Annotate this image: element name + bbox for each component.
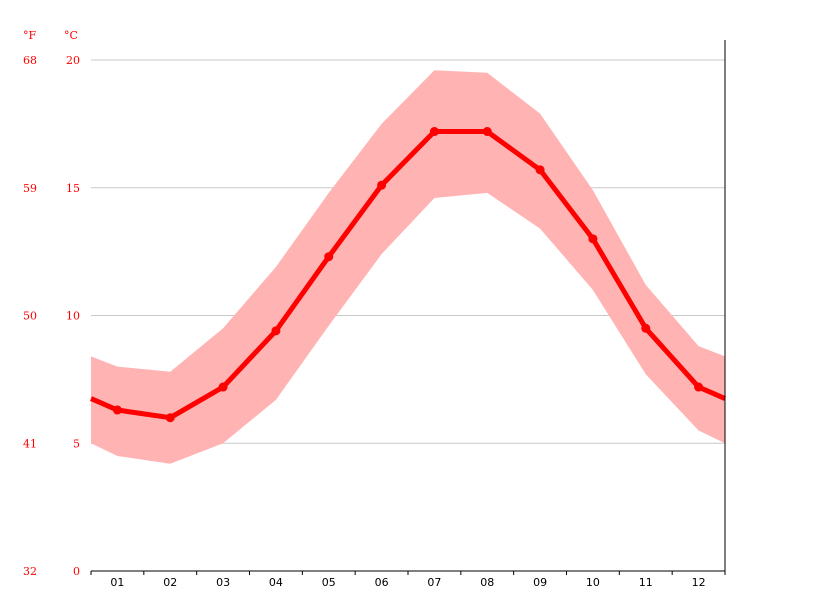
series bbox=[90, 127, 726, 423]
ytick-c-label: 10 bbox=[66, 310, 80, 323]
average-temperature-line bbox=[90, 129, 726, 421]
tick-labels: 0 32 5 41 10 50 15 59 20 68 01 02 03 04 05 06 07 08 09 10 11… bbox=[23, 54, 706, 589]
ytick-f-label: 68 bbox=[23, 54, 37, 67]
ytick-f-label: 50 bbox=[23, 310, 37, 323]
xtick-label: 12 bbox=[692, 576, 706, 589]
temperature-range-area bbox=[91, 70, 725, 464]
ytick-f-label: 59 bbox=[23, 182, 37, 195]
data-point bbox=[694, 382, 704, 392]
xtick-label: 06 bbox=[375, 576, 389, 589]
ytick-f-label: 32 bbox=[23, 565, 37, 578]
xtick-label: 08 bbox=[480, 576, 494, 589]
data-point bbox=[588, 234, 598, 244]
data-point bbox=[112, 405, 122, 415]
range-band bbox=[91, 70, 725, 464]
xtick-label: 10 bbox=[586, 576, 600, 589]
axes bbox=[90, 40, 726, 575]
ytick-c-label: 5 bbox=[73, 437, 80, 450]
xtick-label: 05 bbox=[322, 576, 336, 589]
data-point bbox=[218, 382, 228, 392]
data-point bbox=[377, 180, 387, 190]
data-point bbox=[641, 323, 651, 333]
ytick-f-label: 41 bbox=[23, 437, 37, 450]
unit-celsius: °C bbox=[64, 29, 78, 42]
data-point bbox=[429, 127, 439, 137]
ytick-c-label: 15 bbox=[66, 182, 80, 195]
unit-fahrenheit: °F bbox=[23, 29, 37, 42]
data-point bbox=[535, 165, 545, 175]
xtick-label: 11 bbox=[639, 576, 653, 589]
xtick-label: 09 bbox=[533, 576, 547, 589]
data-point bbox=[324, 252, 334, 262]
data-point bbox=[271, 326, 281, 336]
xtick-label: 07 bbox=[427, 576, 441, 589]
data-point bbox=[482, 127, 492, 137]
xtick-label: 01 bbox=[110, 576, 124, 589]
ytick-c-label: 20 bbox=[66, 54, 80, 67]
xtick-label: 04 bbox=[269, 576, 283, 589]
xtick-label: 03 bbox=[216, 576, 230, 589]
ytick-c-label: 0 bbox=[73, 565, 80, 578]
xtick-label: 02 bbox=[163, 576, 177, 589]
data-point bbox=[165, 413, 175, 423]
